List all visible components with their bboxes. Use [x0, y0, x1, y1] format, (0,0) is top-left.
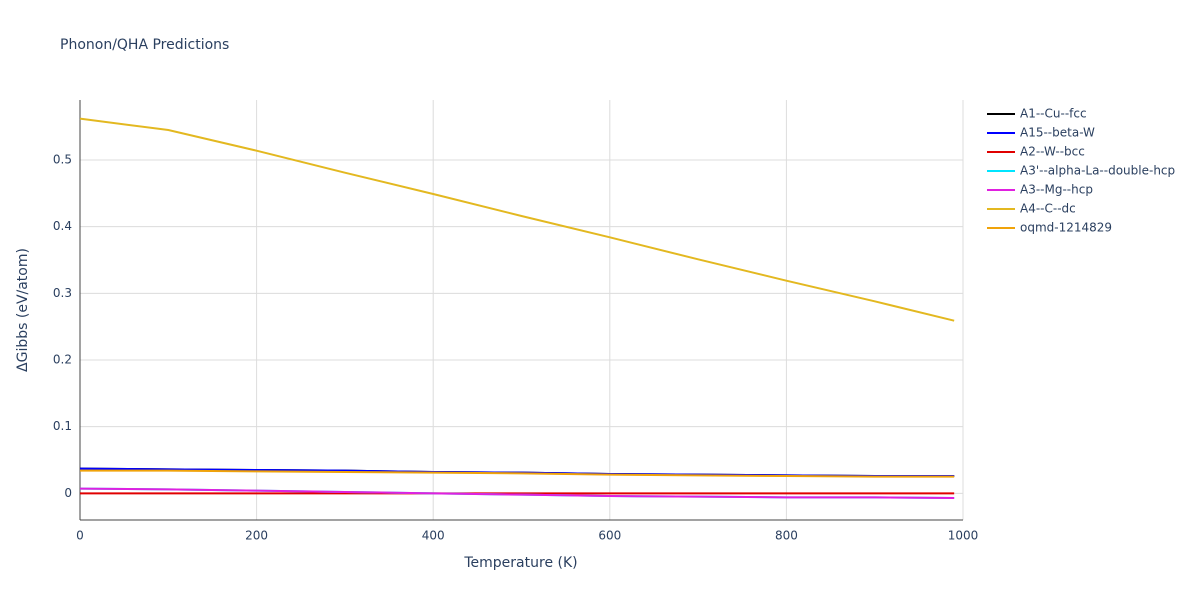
- y-axis-label: ΔGibbs (eV/atom): [15, 248, 31, 372]
- x-tick-label: 200: [245, 529, 268, 543]
- x-axis-label: Temperature (K): [463, 555, 577, 571]
- legend-label: A15--beta-W: [1020, 126, 1095, 140]
- x-tick-label: 800: [775, 529, 798, 543]
- x-tick-label: 600: [598, 529, 621, 543]
- x-tick-label: 400: [422, 529, 445, 543]
- y-tick-label: 0: [64, 486, 72, 500]
- legend-label: oqmd-1214829: [1020, 221, 1112, 235]
- series-line: [80, 469, 955, 478]
- y-tick-label: 0.4: [53, 219, 72, 233]
- legend-label: A2--W--bcc: [1020, 145, 1085, 159]
- y-tick-label: 0.5: [53, 153, 72, 167]
- legend-label: A3--Mg--hcp: [1020, 183, 1093, 197]
- legend-label: A1--Cu--fcc: [1020, 107, 1087, 121]
- y-tick-label: 0.1: [53, 419, 72, 433]
- series-line: [79, 487, 955, 499]
- x-tick-label: 1000: [948, 529, 979, 543]
- y-tick-label: 0.3: [53, 286, 72, 300]
- y-tick-label: 0.2: [53, 353, 72, 367]
- legend-label: A4--C--dc: [1020, 202, 1076, 216]
- x-tick-label: 0: [76, 529, 84, 543]
- series-line: [79, 117, 955, 322]
- chart-title: Phonon/QHA Predictions: [60, 37, 229, 53]
- legend-label: A3'--alpha-La--double-hcp: [1020, 164, 1175, 178]
